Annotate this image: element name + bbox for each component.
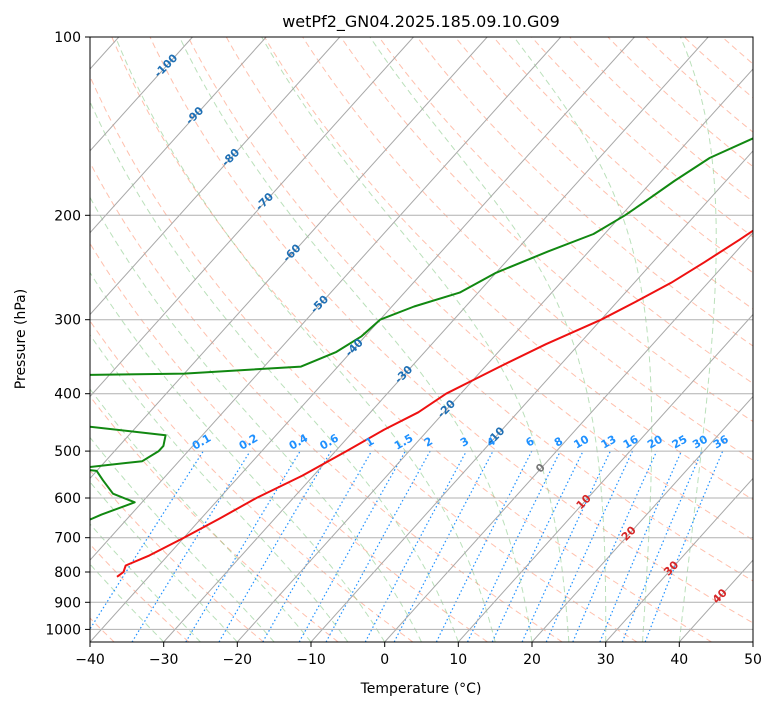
isotherm-line — [90, 37, 341, 316]
x-tick-label: −40 — [75, 652, 105, 668]
mixing-ratio-line — [599, 450, 682, 642]
x-tick-label: 10 — [449, 652, 467, 668]
y-tick-label: 500 — [54, 444, 81, 460]
plot-frame — [89, 36, 754, 643]
isotherm-line — [531, 395, 753, 642]
isotherm-line — [384, 232, 753, 642]
dry-adiabat-line — [90, 543, 190, 642]
isotherm-line — [457, 313, 753, 642]
mixing-ratio-line — [364, 450, 467, 642]
moist-adiabat-line — [179, 37, 533, 642]
y-tick-label: 300 — [54, 313, 81, 329]
y-tick-label: 700 — [54, 531, 81, 547]
temperature-line — [116, 229, 753, 578]
mixing-ratio-line — [572, 450, 658, 642]
y-tick-label: 900 — [54, 595, 81, 611]
moist-adiabat-line — [90, 100, 459, 642]
moist-adiabat-line — [261, 37, 570, 642]
moist-adiabat-line — [115, 37, 496, 642]
dry-adiabat-line — [416, 37, 753, 347]
y-axis-title: Pressure (hPa) — [13, 289, 29, 389]
dry-adiabat-line — [90, 242, 488, 642]
isotherm-line — [310, 150, 753, 642]
isotherm-line — [236, 68, 753, 642]
moist-adiabat-line — [90, 334, 349, 642]
y-tick-label: 1000 — [45, 622, 81, 638]
dewpoint-line — [90, 137, 753, 521]
x-tick-label: 30 — [597, 652, 615, 668]
y-tick-label: 200 — [54, 208, 81, 224]
moist-adiabat-line — [90, 481, 238, 642]
y-tick-label: 600 — [54, 491, 81, 507]
y-tick-label: 100 — [54, 30, 81, 46]
mixing-ratio-line — [545, 450, 634, 642]
dry-adiabat-line — [149, 37, 753, 624]
chart-title: wetPf2_GN04.2025.185.09.10.G09 — [282, 12, 560, 32]
dry-adiabat-line — [90, 469, 264, 642]
x-tick-label: −30 — [149, 652, 179, 668]
mixing-ratio-line — [644, 450, 724, 642]
dry-adiabat-line — [90, 161, 563, 642]
mixing-ratio-line — [298, 450, 406, 642]
y-tick-label: 400 — [54, 387, 81, 403]
isotherm-line — [90, 37, 488, 480]
moist-adiabat-line — [90, 271, 386, 642]
y-tick-label: 800 — [54, 565, 81, 581]
dry-adiabat-line — [90, 395, 339, 642]
isotherm-line — [90, 37, 267, 234]
moist-adiabat-line — [678, 37, 717, 642]
dry-adiabat-line — [454, 37, 753, 310]
isotherm-line — [163, 37, 709, 642]
isotherm-line — [90, 37, 193, 152]
moist-adiabat-line — [513, 37, 653, 642]
moist-adiabat-line — [90, 436, 275, 642]
mixing-ratio-line — [325, 450, 431, 642]
x-tick-label: 0 — [380, 652, 389, 668]
x-axis-title: Temperature (°C) — [360, 681, 482, 697]
mixing-ratio-line — [621, 450, 703, 642]
isotherm-line — [90, 37, 414, 398]
isotherm-line — [605, 477, 753, 642]
x-tick-label: 20 — [523, 652, 541, 668]
x-tick-label: −10 — [296, 652, 326, 668]
x-tick-label: 40 — [670, 652, 688, 668]
x-tick-label: −20 — [223, 652, 253, 668]
mixing-ratio-line — [435, 450, 533, 642]
isotherm-line — [90, 37, 635, 642]
isotherm-line — [90, 37, 562, 561]
x-tick-label: 50 — [744, 652, 762, 668]
moist-adiabat-line — [369, 37, 607, 642]
